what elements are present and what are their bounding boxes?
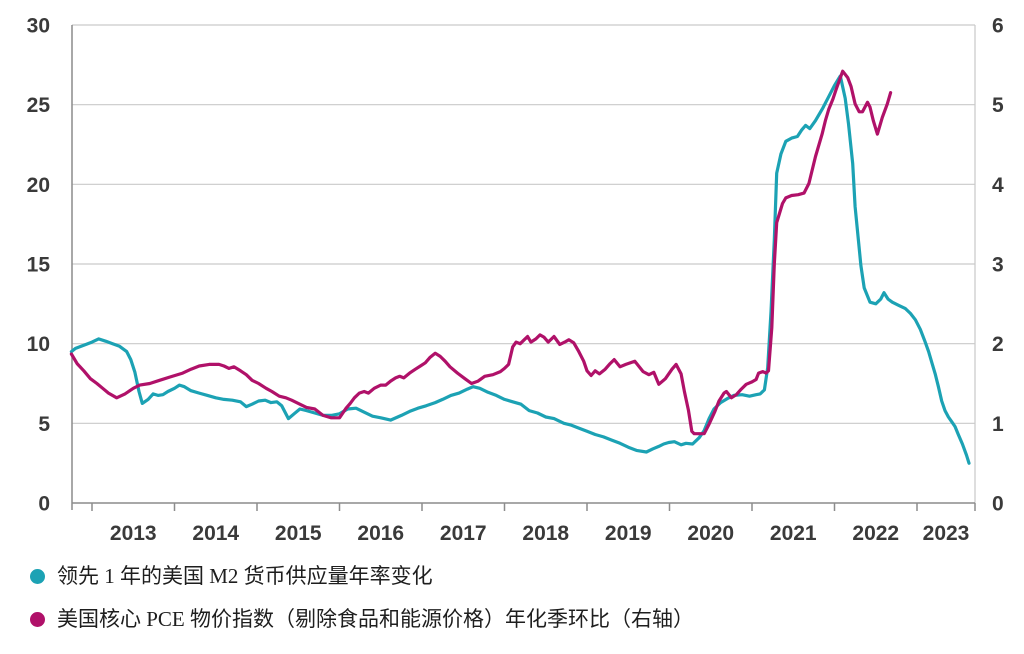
left-axis-tick-label: 10 [27, 333, 50, 356]
left-axis-tick-label: 20 [27, 174, 50, 197]
x-axis-tick-label: 2016 [357, 522, 404, 545]
line-chart: 0 5 10 15 20 25 30 0 1 2 3 4 5 6 2013 2014 2015 2016 2017 2… [27, 15, 1004, 546]
x-axis-tick-label: 2020 [687, 522, 734, 545]
left-axis-tick-label: 5 [38, 413, 50, 436]
x-axis-tick-label: 2015 [275, 522, 322, 545]
right-axis-tick-label: 1 [992, 413, 1004, 436]
right-axis-tick-label: 3 [992, 254, 1004, 277]
core-pce-series-dot [30, 612, 45, 627]
right-axis-tick-label: 5 [992, 94, 1004, 117]
m2-series-dot [30, 569, 45, 584]
x-axis-tick-label: 2023 [923, 522, 970, 545]
left-axis-tick-label: 25 [27, 94, 51, 117]
m2-series-line [69, 74, 971, 465]
legend-item-m2: 领先 1 年的美国 M2 货币供应量年率变化 [30, 561, 694, 592]
left-axis-tick-label: 15 [27, 254, 51, 277]
right-axis-tick-label: 6 [992, 15, 1004, 38]
x-axis-tick-label: 2013 [110, 522, 157, 545]
x-axis-tick-label: 2017 [440, 522, 487, 545]
legend: 领先 1 年的美国 M2 货币供应量年率变化 美国核心 PCE 物价指数（剔除食… [30, 561, 694, 635]
left-axis-tick-label: 30 [27, 15, 50, 38]
left-axis-tick-label: 0 [38, 493, 50, 516]
legend-item-core-pce: 美国核心 PCE 物价指数（剔除食品和能源价格）年化季环比（右轴） [30, 604, 694, 635]
x-axis-tick-label: 2022 [852, 522, 899, 545]
right-axis-tick-label: 4 [992, 174, 1004, 197]
x-axis-tick-label: 2018 [522, 522, 569, 545]
m2-series-label: 领先 1 年的美国 M2 货币供应量年率变化 [57, 564, 433, 588]
core-pce-series-label: 美国核心 PCE 物价指数（剔除食品和能源价格）年化季环比（右轴） [57, 607, 695, 631]
x-axis-tick-label: 2021 [770, 522, 817, 545]
x-axis-tick-label: 2019 [605, 522, 652, 545]
core-pce-series-line [69, 69, 893, 436]
right-axis-tick-label: 0 [992, 493, 1004, 516]
right-axis-tick-label: 2 [992, 333, 1004, 356]
x-axis-tick-label: 2014 [192, 522, 239, 545]
